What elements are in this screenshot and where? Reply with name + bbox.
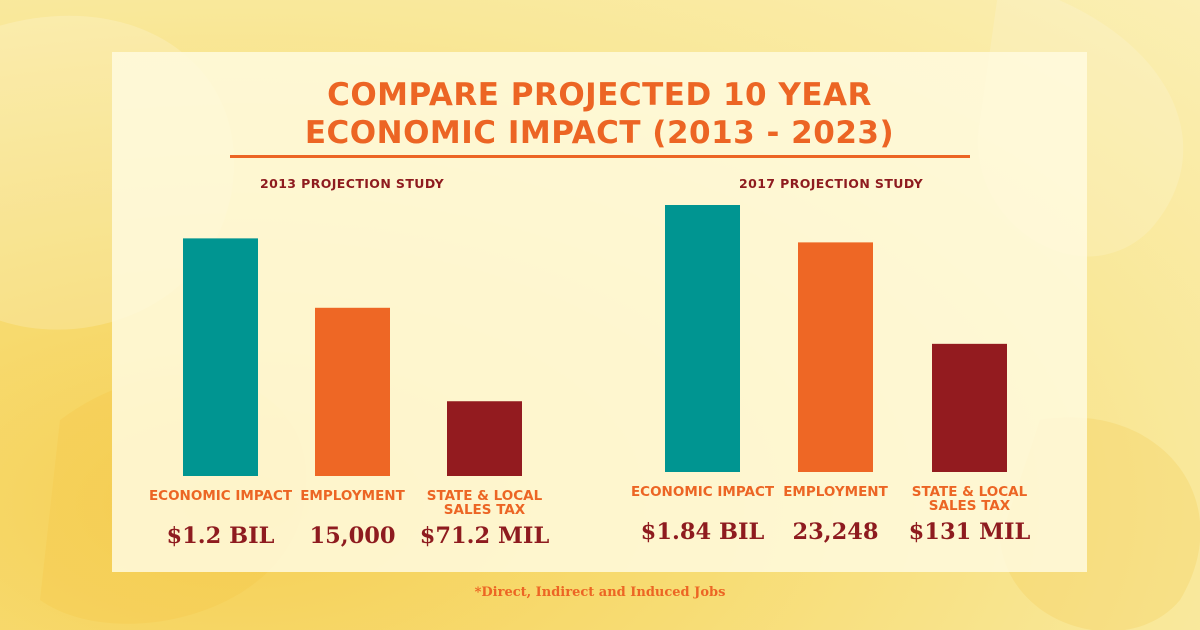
category-label-2017-sales-tax: STATE & LOCAL SALES TAX [911, 484, 1028, 514]
bar-2017-employment [798, 242, 873, 472]
category-label-2013-economic-impact: ECONOMIC IMPACT [148, 488, 293, 504]
footnote: *Direct, Indirect and Induced Jobs [474, 585, 726, 600]
bar-2013-economic-impact [183, 238, 258, 476]
chart-title: COMPARE PROJECTED 10 YEAR ECONOMIC IMPAC… [112, 76, 1087, 152]
bar-2013-sales-tax [447, 401, 522, 476]
title-line-1: COMPARE PROJECTED 10 YEAR [327, 77, 872, 113]
bar-charts [183, 205, 1007, 476]
category-label-2017-employment: EMPLOYMENT [783, 484, 888, 500]
value-label-2013-sales-tax: $71.2 MIL [419, 523, 550, 549]
title-line-2: ECONOMIC IMPACT (2013 - 2023) [304, 115, 895, 151]
category-label-2017-economic-impact: ECONOMIC IMPACT [630, 484, 775, 500]
title-divider [230, 155, 970, 158]
bar-2017-sales-tax [932, 343, 1007, 472]
bar-2017-economic-impact [665, 205, 740, 472]
value-label-2017-sales-tax: $131 MIL [908, 519, 1031, 545]
chart-2017-subtitle: 2017 PROJECTION STUDY [739, 176, 924, 191]
chart-panel: COMPARE PROJECTED 10 YEAR ECONOMIC IMPAC… [112, 52, 1087, 572]
value-label-2013-economic-impact: $1.2 BIL [166, 523, 275, 549]
category-label-2013-employment: EMPLOYMENT [300, 488, 405, 504]
chart-2013-subtitle: 2013 PROJECTION STUDY [260, 176, 445, 191]
bar-2013-employment [315, 307, 390, 476]
value-label-2017-economic-impact: $1.84 BIL [640, 519, 765, 545]
category-label-2013-sales-tax: STATE & LOCAL SALES TAX [426, 488, 543, 518]
value-label-2017-employment: 23,248 [792, 519, 879, 545]
value-label-2013-employment: 15,000 [309, 523, 396, 549]
